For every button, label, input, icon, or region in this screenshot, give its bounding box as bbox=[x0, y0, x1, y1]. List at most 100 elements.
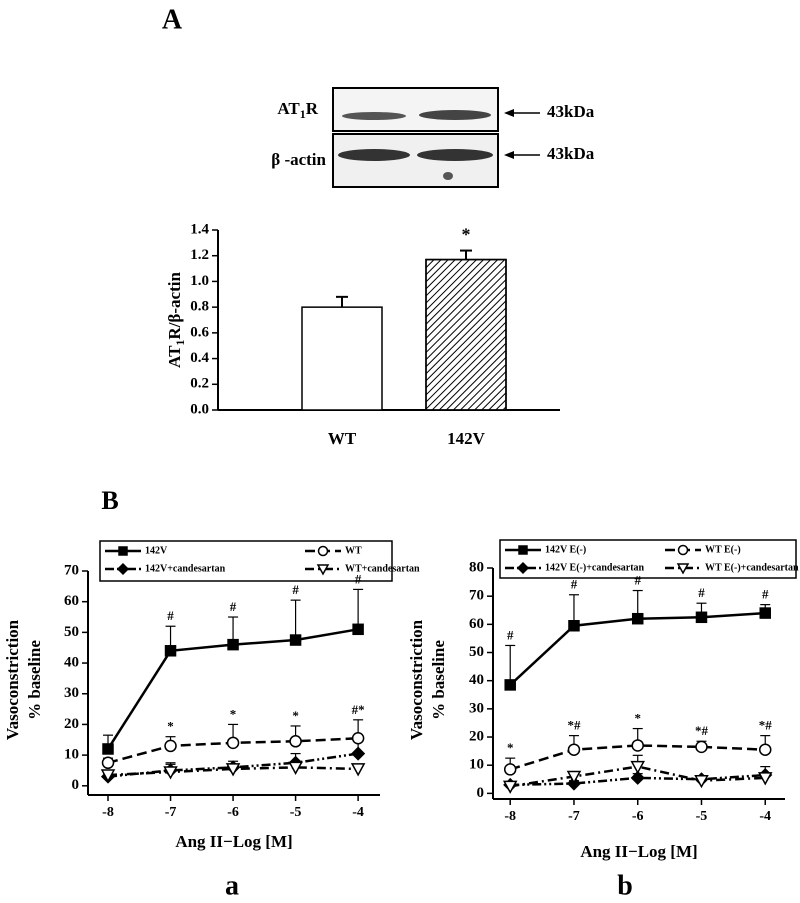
y-axis-label: % baseline bbox=[429, 640, 448, 720]
annotation: # bbox=[634, 573, 641, 588]
annotation: # bbox=[571, 577, 578, 592]
marker bbox=[226, 736, 240, 750]
x-tick-label: -4 bbox=[759, 809, 771, 824]
y-axis-label: Vasoconstriction bbox=[3, 619, 22, 740]
legend-marker bbox=[317, 545, 329, 557]
blot-box bbox=[332, 133, 499, 188]
annotation: # bbox=[167, 608, 174, 623]
y-tick-label: 70 bbox=[469, 588, 484, 604]
arrow-head bbox=[504, 109, 514, 117]
annotation: *# bbox=[759, 718, 773, 733]
x-tick-label: -4 bbox=[352, 805, 364, 820]
annotation: # bbox=[698, 585, 705, 600]
marker bbox=[630, 770, 645, 785]
y-tick-label: 20 bbox=[64, 716, 79, 732]
x-tick-label: -7 bbox=[568, 809, 580, 824]
marker bbox=[566, 770, 582, 785]
legend-label: 142V+candesartan bbox=[145, 563, 226, 574]
bar-hatch bbox=[425, 258, 507, 411]
marker bbox=[758, 743, 772, 756]
x-tick-label: -5 bbox=[290, 805, 302, 820]
x-axis-label: Ang II−Log [M] bbox=[580, 842, 697, 861]
marker bbox=[695, 611, 708, 624]
x-tick-label: -7 bbox=[165, 805, 177, 820]
blot-band bbox=[338, 149, 410, 161]
x-tick-label: -8 bbox=[102, 805, 114, 820]
marker bbox=[164, 645, 177, 657]
y-tick-label: 50 bbox=[469, 644, 484, 660]
annotation: *# bbox=[567, 718, 581, 733]
marker bbox=[289, 634, 302, 646]
annotation: # bbox=[292, 582, 299, 597]
annotation: * bbox=[292, 708, 299, 723]
legend-marker bbox=[516, 561, 530, 575]
legend-label: 142V E(-) bbox=[545, 544, 586, 555]
marker bbox=[352, 623, 364, 636]
series-line bbox=[509, 744, 766, 771]
legend-label: WT E(-)+candesartan bbox=[705, 562, 799, 573]
legend-label: 142V E(-)+candesartan bbox=[545, 562, 645, 573]
marker bbox=[631, 612, 644, 625]
legend-marker bbox=[676, 563, 690, 575]
marker bbox=[225, 763, 241, 777]
blot-spot bbox=[443, 172, 453, 180]
y-tick-label: 60 bbox=[469, 616, 484, 632]
marker bbox=[351, 731, 365, 745]
marker bbox=[503, 763, 517, 776]
marker bbox=[350, 763, 366, 777]
marker bbox=[631, 739, 644, 752]
legend-box bbox=[499, 539, 797, 579]
annotation: * bbox=[462, 225, 471, 245]
y-tick-label: 0.2 bbox=[190, 376, 209, 392]
marker bbox=[100, 769, 116, 783]
y-tick-label: 70 bbox=[64, 562, 79, 578]
annotation: * bbox=[634, 711, 641, 726]
marker bbox=[163, 766, 178, 780]
marker bbox=[289, 735, 302, 748]
y-axis-label: AT1R/β-actin bbox=[165, 272, 187, 368]
legend-marker bbox=[518, 545, 528, 555]
y-axis-label: % baseline bbox=[25, 640, 44, 720]
blot-band bbox=[419, 110, 491, 120]
annotation: * bbox=[230, 706, 237, 721]
y-axis-label: Vasoconstriction bbox=[407, 619, 426, 740]
panel-label: B bbox=[101, 486, 118, 515]
legend-marker bbox=[677, 544, 689, 556]
y-tick-label: 80 bbox=[469, 559, 484, 575]
y-tick-label: 1.0 bbox=[190, 273, 209, 289]
blot-size: 43kDa bbox=[547, 102, 595, 121]
marker bbox=[630, 760, 645, 775]
x-tick-label: -5 bbox=[696, 809, 708, 824]
y-tick-label: 30 bbox=[64, 685, 79, 701]
annotation: # bbox=[762, 587, 769, 602]
marker bbox=[502, 780, 518, 794]
legend-marker bbox=[316, 564, 330, 576]
series-line bbox=[510, 765, 766, 788]
marker bbox=[102, 743, 114, 755]
panel-label: b bbox=[617, 870, 633, 901]
legend-marker bbox=[118, 546, 128, 556]
blot-box bbox=[332, 87, 499, 132]
y-axis-label-part: 1 bbox=[173, 340, 187, 346]
annotation: # bbox=[507, 627, 514, 642]
y-tick-label: 60 bbox=[64, 593, 79, 609]
blot-label: AT1R bbox=[277, 99, 318, 121]
y-tick-label: 0.0 bbox=[190, 401, 209, 417]
arrow-head bbox=[504, 151, 514, 159]
legend-label: WT+candesartan bbox=[345, 563, 420, 574]
y-tick-label: 40 bbox=[469, 672, 484, 688]
x-tick-label: 142V bbox=[447, 429, 486, 448]
y-tick-label: 20 bbox=[469, 728, 484, 744]
series-line bbox=[107, 766, 359, 777]
x-tick-label: -6 bbox=[227, 805, 239, 820]
y-tick-label: 1.2 bbox=[190, 247, 209, 263]
blot-label: β -actin bbox=[271, 150, 326, 169]
y-tick-label: 10 bbox=[469, 757, 484, 773]
y-axis-label-part: R/β-actin bbox=[165, 272, 184, 340]
x-tick-label: -8 bbox=[504, 809, 516, 824]
marker bbox=[567, 743, 581, 756]
marker bbox=[164, 739, 177, 753]
annotation: # bbox=[355, 571, 362, 586]
